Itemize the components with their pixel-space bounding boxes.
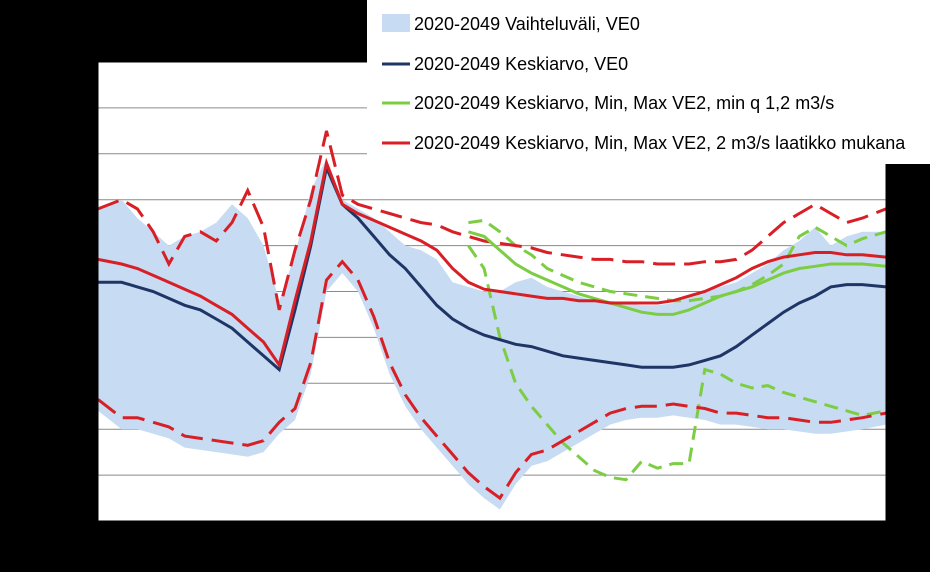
legend-label-ve2-min-q: 2020-2049 Keskiarvo, Min, Max VE2, min q…	[414, 93, 834, 113]
series-ve2-laatikko-max-line	[97, 130, 887, 311]
legend-label-ve0-mean: 2020-2049 Keskiarvo, VE0	[414, 54, 628, 74]
legend-entry-band: 2020-2049 Vaihteluväli, VE0	[382, 14, 640, 34]
legend-entry-ve2-min-q: 2020-2049 Keskiarvo, Min, Max VE2, min q…	[382, 93, 834, 113]
series-ve2-laatikko-min-line	[97, 259, 887, 501]
legend-swatch-band	[382, 14, 410, 32]
legend-label-band: 2020-2049 Vaihteluväli, VE0	[414, 14, 640, 34]
legend-box	[367, 0, 930, 164]
legend-label-ve2-laatikko: 2020-2049 Keskiarvo, Min, Max VE2, 2 m3/…	[414, 133, 906, 153]
series-band-area	[98, 158, 886, 510]
legend-entry-ve0-mean: 2020-2049 Keskiarvo, VE0	[382, 54, 628, 74]
legend-entry-ve2-laatikko: 2020-2049 Keskiarvo, Min, Max VE2, 2 m3/…	[382, 133, 906, 153]
series-ve2-min-q-min-line	[467, 244, 887, 482]
series-ve2-laatikko-mean-line	[97, 157, 887, 369]
series-ve2-min-q-mean-line	[467, 230, 887, 316]
series-ve0-mean-line	[98, 162, 887, 373]
legend: 2020-2049 Vaihteluväli, VE0 2020-2049 Ke…	[367, 0, 930, 164]
